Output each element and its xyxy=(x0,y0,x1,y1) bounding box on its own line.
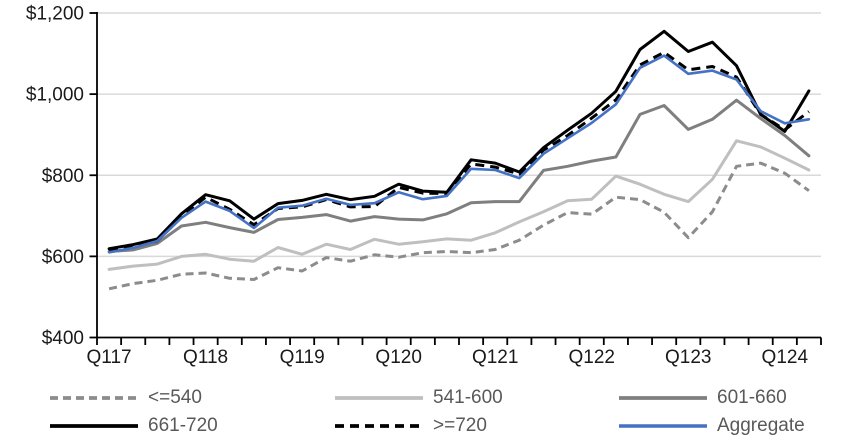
y-axis-label: $600 xyxy=(42,247,84,268)
legend-swatch-<=540 xyxy=(50,396,138,400)
x-axis-label: Q120 xyxy=(375,347,421,368)
series-line->=720 xyxy=(108,50,810,252)
legend-swatch->=720 xyxy=(335,424,423,428)
legend-label: 661-720 xyxy=(148,415,218,436)
legend-swatch-601-660 xyxy=(619,396,707,400)
series-line-661-720 xyxy=(107,29,811,251)
legend-item-601-660: 601-660 xyxy=(617,385,787,411)
legend-label: 601-660 xyxy=(717,387,787,408)
legend-item-661-720: 661-720 xyxy=(48,413,218,439)
legend-label: Aggregate xyxy=(717,415,805,436)
x-axis-label: Q123 xyxy=(665,347,711,368)
legend-swatch-Aggregate xyxy=(619,424,707,428)
series-line-601-660 xyxy=(107,98,811,253)
chart-canvas: $400 $600 $800 $1,000 $1,200 Q117 Q118 Q119 Q120… xyxy=(26,4,822,368)
x-axis-label: Q119 xyxy=(280,347,325,368)
x-axis-label: Q121 xyxy=(472,347,518,368)
series-line-Aggregate xyxy=(107,54,811,254)
legend-item->=720: >=720 xyxy=(333,413,487,439)
legend-swatch-661-720 xyxy=(50,424,138,428)
legend-label: <=540 xyxy=(148,387,202,408)
legend-item-<=540: <=540 xyxy=(48,385,202,411)
y-axis-label: $800 xyxy=(42,166,84,187)
y-axis-label: $1,000 xyxy=(26,85,84,106)
legend-label: 541-600 xyxy=(433,387,503,408)
series-line-541-600 xyxy=(107,139,811,271)
y-axis-label: $1,200 xyxy=(26,4,84,25)
x-axis-label: Q124 xyxy=(762,347,809,368)
x-axis-label: Q122 xyxy=(568,347,614,368)
legend-label: >=720 xyxy=(433,415,487,436)
chart-legend: <=540 541-600 601-660 661-720 >=720 Aggregate xyxy=(0,382,852,441)
x-axis-label: Q118 xyxy=(183,347,228,368)
x-axis-label: Q117 xyxy=(87,347,132,368)
legend-item-Aggregate: Aggregate xyxy=(617,413,805,439)
y-axis-label: $400 xyxy=(42,328,84,349)
legend-item-541-600: 541-600 xyxy=(333,385,503,411)
series-line-<=540 xyxy=(108,161,810,291)
legend-swatch-541-600 xyxy=(335,396,423,400)
